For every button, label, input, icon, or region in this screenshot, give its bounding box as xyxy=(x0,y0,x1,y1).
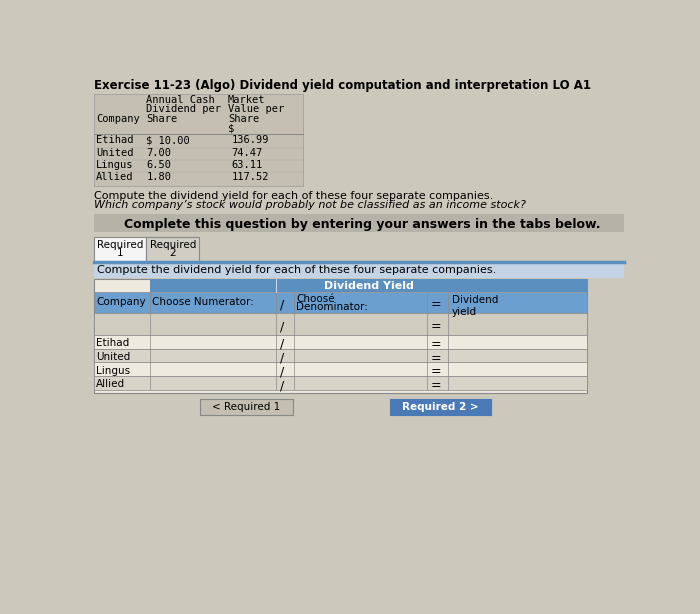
Text: Company: Company xyxy=(96,297,146,307)
Text: =: = xyxy=(430,338,442,351)
Bar xyxy=(146,237,199,262)
Text: Allied: Allied xyxy=(96,173,134,182)
Bar xyxy=(276,292,294,313)
Text: Dividend Yield: Dividend Yield xyxy=(323,281,414,291)
Text: /: / xyxy=(280,352,284,365)
Bar xyxy=(390,399,491,415)
Text: Allied: Allied xyxy=(96,379,125,389)
Text: Exercise 11-23 (Algo) Dividend yield computation and interpretation LO A1: Exercise 11-23 (Algo) Dividend yield com… xyxy=(94,79,591,92)
Text: Lingus: Lingus xyxy=(96,365,130,376)
Bar xyxy=(200,399,293,415)
Text: 7.00: 7.00 xyxy=(146,147,172,158)
Text: Required: Required xyxy=(97,240,144,250)
Text: Compute the dividend yield for each of these four separate companies.: Compute the dividend yield for each of t… xyxy=(94,191,493,201)
Text: 1.80: 1.80 xyxy=(146,173,172,182)
Bar xyxy=(94,335,587,349)
Bar xyxy=(94,94,303,134)
Text: $ 10.00: $ 10.00 xyxy=(146,135,190,146)
Text: Choose Numerator:: Choose Numerator: xyxy=(152,297,253,307)
Bar xyxy=(94,237,146,262)
Text: Denominator:: Denominator: xyxy=(296,302,368,313)
Text: /: / xyxy=(280,365,284,378)
Text: Complete this question by entering your answers in the tabs below.: Complete this question by entering your … xyxy=(124,218,600,231)
Text: Etihad: Etihad xyxy=(96,338,130,348)
Text: =: = xyxy=(430,379,442,392)
Text: Value per: Value per xyxy=(228,104,284,114)
Bar xyxy=(94,292,150,313)
Text: 74.47: 74.47 xyxy=(232,147,263,158)
Text: Share: Share xyxy=(146,114,178,123)
Text: $: $ xyxy=(228,124,234,134)
Text: 2: 2 xyxy=(169,247,176,258)
Text: Company: Company xyxy=(96,114,140,123)
Text: Market: Market xyxy=(228,95,265,105)
Bar xyxy=(94,362,587,376)
Text: 117.52: 117.52 xyxy=(232,173,269,182)
Bar xyxy=(94,262,624,278)
Text: United: United xyxy=(96,352,130,362)
Text: /: / xyxy=(280,338,284,351)
Text: =: = xyxy=(430,320,442,333)
Bar xyxy=(94,376,587,390)
Text: =: = xyxy=(430,365,442,378)
Bar xyxy=(94,214,624,232)
Text: =: = xyxy=(430,352,442,365)
Text: Which company’s stock would probably not be classified as an income stock?: Which company’s stock would probably not… xyxy=(94,200,526,210)
Text: United: United xyxy=(96,147,134,158)
Text: Annual Cash: Annual Cash xyxy=(146,95,215,105)
Text: =: = xyxy=(430,298,442,311)
Text: 6.50: 6.50 xyxy=(146,160,172,170)
Text: Lingus: Lingus xyxy=(96,160,134,170)
Text: Dividend per: Dividend per xyxy=(146,104,221,114)
Text: Etihad: Etihad xyxy=(96,135,134,146)
Text: Dividend
yield: Dividend yield xyxy=(452,295,498,317)
Text: 1: 1 xyxy=(117,247,123,258)
Bar xyxy=(94,134,303,186)
Text: Required: Required xyxy=(150,240,196,250)
Bar xyxy=(94,279,587,393)
Text: /: / xyxy=(280,379,284,392)
Text: Compute the dividend yield for each of these four separate companies.: Compute the dividend yield for each of t… xyxy=(97,265,496,274)
Text: /: / xyxy=(280,298,284,311)
Text: 136.99: 136.99 xyxy=(232,135,269,146)
Text: 63.11: 63.11 xyxy=(232,160,263,170)
Text: Choosé: Choosé xyxy=(296,294,335,304)
Bar xyxy=(150,292,276,313)
Text: < Required 1: < Required 1 xyxy=(212,402,281,413)
Text: /: / xyxy=(280,320,284,333)
Bar xyxy=(427,292,448,313)
Bar xyxy=(94,349,587,362)
Bar xyxy=(150,279,587,292)
Bar xyxy=(294,292,427,313)
Text: Share: Share xyxy=(228,114,259,123)
Bar xyxy=(94,313,587,335)
Text: Required 2 >: Required 2 > xyxy=(402,402,478,413)
Bar xyxy=(448,292,587,313)
